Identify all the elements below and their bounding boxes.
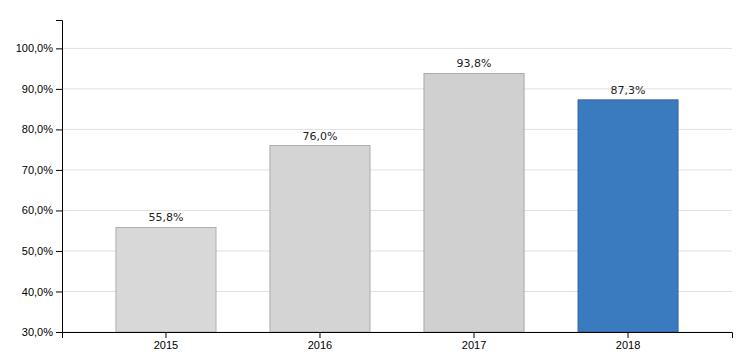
- x-tick-label: 2017: [462, 339, 486, 351]
- x-tick-label: 2018: [616, 339, 640, 351]
- x-axis: 2015 2016 2017 2018: [63, 332, 733, 351]
- y-tick: 80,0%: [22, 123, 62, 135]
- grid: [62, 48, 732, 332]
- y-axis: 30,0% 40,0% 50,0% 60,0% 70,0% 80,0% 90,0% 100,0…: [16, 21, 63, 339]
- y-tick: 90,0%: [22, 83, 62, 95]
- y-tick-mark: [56, 291, 62, 292]
- bar: [116, 227, 216, 332]
- bars: [116, 73, 678, 332]
- y-tick-mark: [56, 251, 62, 252]
- y-tick: 60,0%: [22, 204, 62, 216]
- y-tick-mark: [56, 210, 62, 211]
- y-tick: 40,0%: [22, 286, 62, 298]
- bar: [578, 100, 678, 332]
- data-label: 87,3%: [611, 84, 646, 97]
- y-tick-mark: [56, 129, 62, 130]
- x-tick-mark: [165, 332, 166, 338]
- data-label: 76,0%: [303, 130, 338, 143]
- data-label: 55,8%: [148, 211, 183, 224]
- x-tick-mark: [319, 332, 320, 338]
- y-tick-label: 30,0%: [22, 326, 53, 338]
- x-tick: 2018: [616, 332, 640, 351]
- y-tick-mark: [56, 332, 62, 333]
- bar: [270, 146, 370, 332]
- y-tick-label: 100,0%: [16, 42, 54, 54]
- y-tick-label: 80,0%: [22, 123, 53, 135]
- y-tick-label: 90,0%: [22, 83, 53, 95]
- y-axis-line: [56, 21, 63, 333]
- y-tick: 30,0%: [22, 326, 62, 338]
- bar: [424, 73, 524, 332]
- y-tick-label: 70,0%: [22, 164, 53, 176]
- x-tick: 2015: [154, 332, 178, 351]
- y-tick-label: 60,0%: [22, 204, 53, 216]
- x-tick: 2016: [308, 332, 332, 351]
- x-tick-mark: [474, 332, 475, 338]
- chart: 30,0% 40,0% 50,0% 60,0% 70,0% 80,0% 90,0% 100,0…: [0, 0, 752, 364]
- y-tick-label: 40,0%: [22, 286, 53, 298]
- plot: 30,0% 40,0% 50,0% 60,0% 70,0% 80,0% 90,0% 100,0…: [16, 21, 733, 351]
- y-tick-mark: [56, 170, 62, 171]
- x-tick-label: 2015: [154, 339, 178, 351]
- x-tick-label: 2016: [308, 339, 332, 351]
- x-axis-line: [63, 333, 733, 339]
- data-label: 93,8%: [457, 57, 492, 70]
- y-tick-mark: [56, 48, 62, 49]
- x-tick-mark: [628, 332, 629, 338]
- y-tick: 70,0%: [22, 164, 62, 176]
- y-tick: 50,0%: [22, 245, 62, 257]
- grid-line: [62, 48, 732, 49]
- y-tick-label: 50,0%: [22, 245, 53, 257]
- x-tick: 2017: [462, 332, 486, 351]
- y-tick: 100,0%: [16, 42, 62, 54]
- y-tick-mark: [56, 89, 62, 90]
- data-labels: 55,8% 76,0% 93,8% 87,3%: [148, 57, 645, 224]
